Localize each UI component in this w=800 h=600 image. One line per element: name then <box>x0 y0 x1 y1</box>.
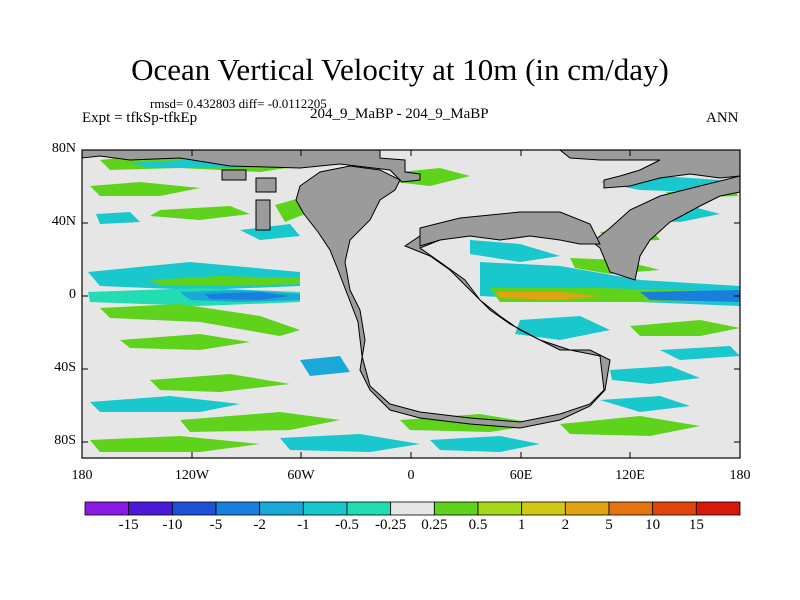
contour-band <box>660 346 740 360</box>
colorbar-label: -0.5 <box>335 517 359 533</box>
land-north-inner <box>419 211 601 247</box>
lon-label-120e: 120E <box>615 468 645 483</box>
lat-label-40n: 40N <box>51 214 76 229</box>
lat-label-40s: 40S <box>54 360 76 375</box>
contour-band <box>640 290 740 302</box>
colorbar-label: -15 <box>118 517 139 533</box>
contour-band <box>96 212 140 224</box>
land-arctic-west <box>81 149 421 183</box>
lon-label-60w: 60W <box>287 468 315 483</box>
colorbar-swatch <box>652 501 697 516</box>
lat-label-80n: 80N <box>51 141 76 156</box>
contour-band <box>560 416 700 436</box>
lon-label-60e: 60E <box>509 468 533 483</box>
land-continent-west <box>295 165 741 429</box>
land-greenland-islands <box>221 169 277 231</box>
colorbar-label: -2 <box>253 517 266 533</box>
season-label: ANN <box>706 110 739 126</box>
lon-label-180w: 180 <box>71 468 93 483</box>
colorbar-swatch <box>215 501 261 516</box>
contour-band <box>275 198 305 222</box>
contour-band <box>180 412 340 432</box>
map-ticks <box>81 149 741 458</box>
contour-band <box>395 168 470 186</box>
colorbar-swatch <box>128 501 173 516</box>
contour-band <box>150 276 300 286</box>
contour-band <box>120 334 250 350</box>
contour-band <box>100 304 300 336</box>
contour-band <box>600 396 690 412</box>
lat-label-80s: 80S <box>54 433 76 448</box>
colorbar-label: 15 <box>688 517 704 533</box>
experiment-label: Expt = tfkSp-tfkEp <box>82 110 198 126</box>
lat-label-0: 0 <box>69 287 76 302</box>
colorbar-label: -10 <box>162 517 183 533</box>
contour-band <box>470 240 560 262</box>
colorbar-swatch <box>302 501 348 516</box>
colorbar-swatch <box>433 501 479 516</box>
contour-band <box>90 182 200 196</box>
colorbar-label: -5 <box>209 517 223 533</box>
colorbar-swatch <box>171 501 217 516</box>
contour-band <box>90 396 240 412</box>
stats-text: rmsd= 0.432803 diff= -0.0112205 <box>150 96 327 111</box>
colorbar-label: -1 <box>297 517 310 533</box>
lon-label-120w: 120W <box>174 468 210 483</box>
colorbar-swatch <box>608 501 654 516</box>
colorbar-label: 5 <box>605 517 613 533</box>
contour-band <box>150 206 250 220</box>
lon-label-0: 0 <box>407 468 415 483</box>
colorbar-label: 0.5 <box>468 517 488 533</box>
contour-band <box>515 316 610 340</box>
colorbar-swatch <box>477 501 523 516</box>
contour-band <box>205 292 290 300</box>
colorbar-swatch <box>521 501 566 516</box>
colorbar-swatch <box>84 501 130 516</box>
colorbar-swatch <box>564 501 610 516</box>
contour-band <box>150 374 290 392</box>
contour-band <box>630 320 740 336</box>
contour-band <box>495 292 600 300</box>
colorbar-label: -0.25 <box>375 517 407 533</box>
colorbar-label: 1 <box>517 517 526 533</box>
land-arctic-east <box>558 149 741 189</box>
contour-band <box>240 224 300 240</box>
colorbar-swatch <box>390 501 435 516</box>
colorbar-swatch <box>695 501 741 516</box>
colorbar-swatch <box>259 501 304 516</box>
colorbar-label: 2 <box>561 517 570 533</box>
lon-label-180e: 180 <box>729 468 751 483</box>
colorbar-label: 10 <box>645 517 661 533</box>
contour-band <box>300 356 350 376</box>
land-masses <box>81 149 741 429</box>
contour-band <box>90 436 260 452</box>
contour-band <box>430 436 540 452</box>
contour-band <box>610 366 700 384</box>
case-label: 204_9_MaBP - 204_9_MaBP <box>310 106 489 122</box>
map-title: Ocean Vertical Velocity at 10m (in cm/da… <box>131 52 669 87</box>
contour-band <box>280 434 420 452</box>
colorbar-label: 0.25 <box>421 517 448 533</box>
colorbar-swatch <box>346 501 392 516</box>
colorbar <box>84 501 741 516</box>
